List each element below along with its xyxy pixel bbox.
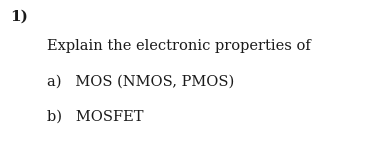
Text: 1): 1): [10, 10, 28, 24]
Text: Explain the electronic properties of: Explain the electronic properties of: [47, 39, 311, 53]
Text: a)   MOS (NMOS, PMOS): a) MOS (NMOS, PMOS): [47, 75, 234, 89]
Text: b)   MOSFET: b) MOSFET: [47, 110, 143, 124]
